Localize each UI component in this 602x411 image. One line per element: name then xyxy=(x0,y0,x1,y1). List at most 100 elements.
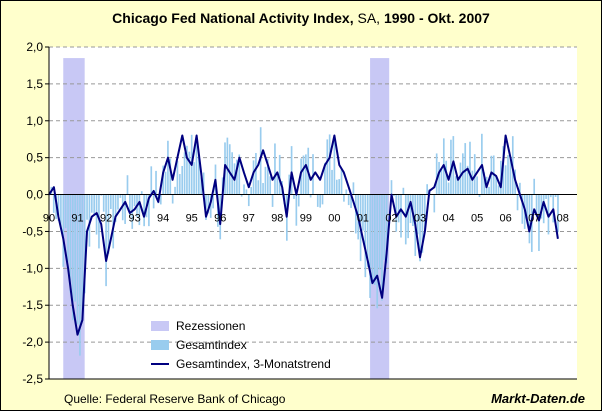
index-bar xyxy=(107,194,110,254)
index-bar xyxy=(110,194,112,209)
index-bar xyxy=(188,151,191,195)
index-bar xyxy=(200,177,203,195)
index-bar xyxy=(150,166,153,195)
chart-title-range: 1990 - Okt. 2007 xyxy=(380,10,490,26)
index-bar xyxy=(266,159,269,195)
x-tick-label: 95 xyxy=(186,213,198,225)
legend-swatch-index xyxy=(151,340,169,350)
index-bar xyxy=(183,152,186,195)
index-bar xyxy=(202,172,205,195)
index-bar xyxy=(366,194,369,267)
index-bar xyxy=(236,159,238,195)
index-bar xyxy=(243,184,245,195)
x-tick-label: 07 xyxy=(528,213,540,225)
index-bar xyxy=(340,169,343,195)
index-bar xyxy=(331,169,333,195)
x-tick-label: 08 xyxy=(557,213,569,225)
index-bar xyxy=(497,185,500,195)
index-bar xyxy=(557,194,559,233)
index-bar xyxy=(404,194,407,245)
index-bar xyxy=(354,194,357,234)
index-bar xyxy=(371,194,374,285)
index-bar xyxy=(378,194,381,270)
index-bar xyxy=(542,194,545,224)
index-bar xyxy=(105,194,107,287)
index-bar xyxy=(174,186,176,195)
index-bar xyxy=(52,194,55,213)
gridlines xyxy=(49,46,577,343)
source-note: Quelle: Federal Reserve Bank of Chicago xyxy=(64,392,286,406)
index-bar xyxy=(228,144,231,195)
index-bar xyxy=(262,183,264,195)
legend-label-trend: Gesamtindex, 3-Monatstrend xyxy=(176,357,331,371)
index-bar xyxy=(240,194,243,197)
index-bar xyxy=(102,194,105,212)
index-bar xyxy=(295,194,298,226)
index-bar xyxy=(419,194,421,262)
y-axis: 2,0 1,5 1,0 0,5 0,0 -0,5 -1,0 -1,5 -2,0 -2,5 xyxy=(22,40,577,386)
index-bar xyxy=(509,159,512,195)
index-bar xyxy=(79,194,81,356)
x-tick-label: 99 xyxy=(300,213,312,225)
index-bar xyxy=(247,194,250,207)
index-bar xyxy=(76,194,79,325)
chart-title-main: Chicago Fed National Activity Index, xyxy=(112,10,353,26)
index-bar xyxy=(88,194,91,247)
index-bar xyxy=(421,194,424,253)
index-bar xyxy=(385,194,388,264)
index-bar xyxy=(526,194,528,219)
index-bar xyxy=(198,154,200,195)
x-tick-label: 04 xyxy=(442,213,454,225)
y-tick-label: 2,0 xyxy=(26,40,43,54)
index-bar xyxy=(274,143,276,195)
index-bar xyxy=(193,162,195,195)
y-tick-label: -0,5 xyxy=(22,224,43,238)
index-bar xyxy=(257,180,260,195)
index-bar xyxy=(409,194,412,224)
index-bar xyxy=(67,194,69,262)
index-bar xyxy=(124,194,126,224)
index-bar xyxy=(521,194,524,224)
index-bar xyxy=(457,179,459,195)
index-bar xyxy=(550,194,552,198)
index-bar xyxy=(138,194,141,226)
index-bar xyxy=(57,194,60,221)
index-bar xyxy=(238,154,241,195)
index-bar xyxy=(383,194,386,260)
index-bar xyxy=(393,194,395,197)
index-bar xyxy=(507,155,509,195)
index-bar xyxy=(362,194,364,231)
index-bar xyxy=(297,194,300,207)
index-bar xyxy=(374,194,376,285)
index-bar xyxy=(269,176,272,195)
index-bar xyxy=(390,180,393,195)
index-bar xyxy=(90,194,93,213)
legend-label-index: Gesamtindex xyxy=(176,338,247,352)
index-bar xyxy=(271,194,274,207)
index-bar xyxy=(464,143,467,195)
index-bar xyxy=(276,175,279,195)
x-tick-label: 96 xyxy=(214,213,226,225)
index-bar xyxy=(319,194,321,208)
index-bar xyxy=(535,194,538,214)
index-bar xyxy=(528,194,531,244)
x-tick-label: 02 xyxy=(385,213,397,225)
index-bar xyxy=(264,166,267,195)
index-bar xyxy=(100,194,103,196)
index-bar xyxy=(112,194,115,249)
index-bar xyxy=(64,194,67,229)
index-bar xyxy=(231,152,233,195)
index-bar xyxy=(288,174,291,195)
index-bar xyxy=(435,153,438,195)
y-tick-label: -2,5 xyxy=(22,372,43,386)
index-bar xyxy=(255,152,257,195)
index-bar xyxy=(471,170,474,195)
index-bar xyxy=(209,194,212,218)
index-bar xyxy=(333,135,336,195)
index-bar xyxy=(302,155,305,195)
index-bar xyxy=(71,194,74,321)
index-bar xyxy=(321,194,324,205)
trend-line xyxy=(48,134,559,336)
